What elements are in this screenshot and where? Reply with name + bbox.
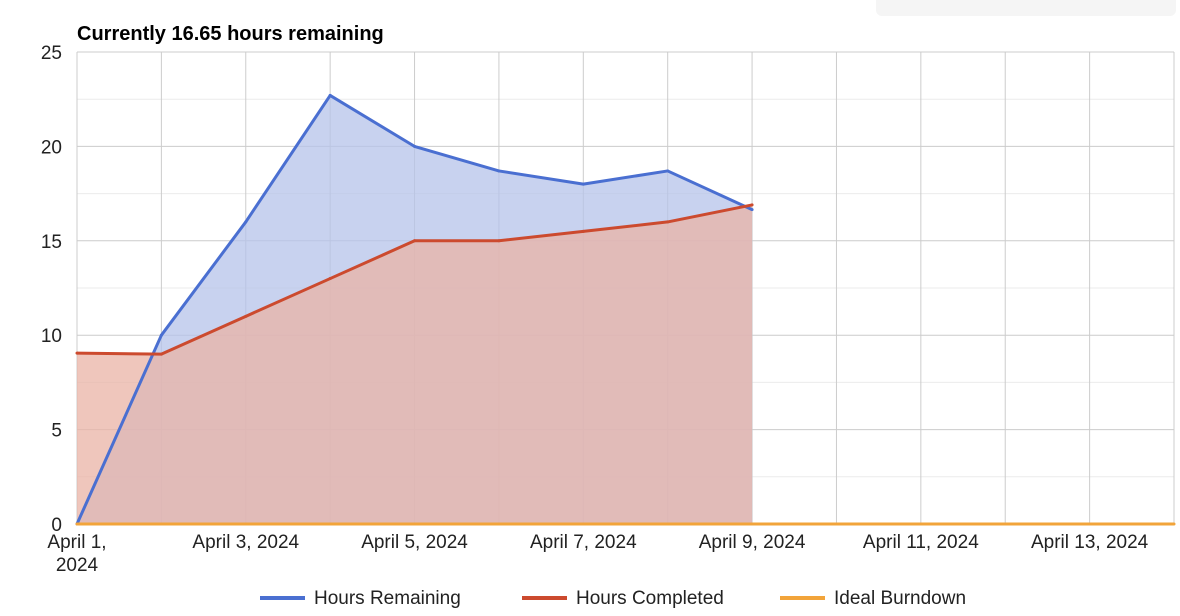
y-tick-label: 15 [41, 232, 62, 253]
point-hours-remaining-9 [750, 208, 754, 212]
point-hours-remaining-8 [666, 169, 670, 173]
y-tick-label: 25 [41, 43, 62, 64]
point-hours-remaining-2 [159, 333, 163, 337]
point-ideal-burndown-1 [75, 522, 79, 526]
legend-item-hours-remaining: Hours Remaining [260, 588, 461, 609]
legend-item-hours-completed: Hours Completed [522, 588, 724, 609]
y-tick-label: 10 [41, 326, 62, 347]
point-hours-completed-6 [497, 239, 501, 243]
point-hours-completed-2 [159, 352, 163, 356]
point-hours-remaining-5 [413, 144, 417, 148]
x-tick-label: April 11, 2024 [863, 532, 979, 553]
y-tick-label: 20 [41, 137, 62, 158]
point-hours-remaining-7 [581, 182, 585, 186]
point-hours-completed-1 [75, 351, 79, 355]
chart-title: Currently 16.65 hours remaining [77, 23, 384, 45]
legend-label-hours-remaining: Hours Remaining [314, 588, 461, 609]
top-panel-stub [876, 0, 1176, 16]
point-hours-remaining-4 [328, 93, 332, 97]
legend-label-ideal-burndown: Ideal Burndown [834, 588, 966, 609]
point-hours-remaining-3 [244, 220, 248, 224]
point-hours-remaining-6 [497, 169, 501, 173]
point-ideal-burndown-2 [1172, 522, 1176, 526]
legend-label-hours-completed: Hours Completed [576, 588, 724, 609]
point-hours-completed-5 [413, 239, 417, 243]
point-hours-completed-4 [328, 277, 332, 281]
point-hours-completed-3 [244, 314, 248, 318]
x-tick-label: April 9, 2024 [699, 532, 806, 553]
y-tick-label: 0 [51, 515, 62, 536]
y-tick-label: 5 [51, 421, 62, 442]
x-tick-label: April 3, 2024 [192, 532, 299, 553]
area-hours-completed [77, 204, 753, 525]
x-tick-label: April 1, 2024 [47, 532, 106, 576]
legend-item-ideal-burndown: Ideal Burndown [780, 588, 966, 609]
x-tick-label: April 7, 2024 [530, 532, 637, 553]
point-hours-completed-8 [666, 220, 670, 224]
x-tick-label: April 13, 2024 [1031, 532, 1149, 553]
point-hours-completed-9 [750, 203, 754, 207]
point-hours-completed-7 [581, 229, 585, 233]
x-tick-label: April 5, 2024 [361, 532, 468, 553]
